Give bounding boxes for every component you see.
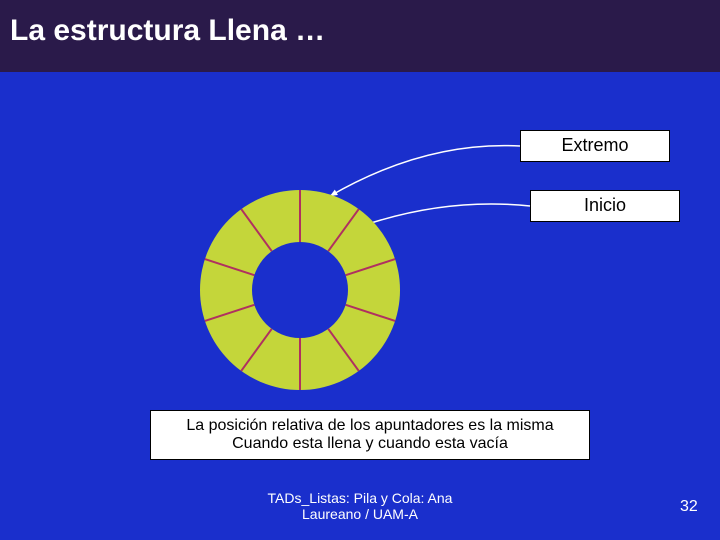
label-inicio: Inicio [530, 190, 680, 222]
footer-line-1: TADs_Listas: Pila y Cola: Ana [220, 490, 500, 506]
slide: La estructura Llena … Extremo Inicio La … [0, 0, 720, 540]
caption-line-2: Cuando esta llena y cuando esta vacía [161, 435, 579, 453]
label-inicio-text: Inicio [584, 195, 626, 215]
label-extremo-text: Extremo [561, 135, 628, 155]
footer: TADs_Listas: Pila y Cola: Ana Laureano /… [220, 490, 500, 522]
page-number: 32 [680, 498, 698, 516]
slide-title: La estructura Llena … [10, 14, 710, 48]
caption-line-1: La posición relativa de los apuntadores … [161, 417, 579, 435]
donut-chart [198, 188, 402, 397]
title-bar: La estructura Llena … [0, 0, 720, 72]
caption-box: La posición relativa de los apuntadores … [150, 410, 590, 460]
footer-line-2: Laureano / UAM-A [220, 506, 500, 522]
label-extremo: Extremo [520, 130, 670, 162]
